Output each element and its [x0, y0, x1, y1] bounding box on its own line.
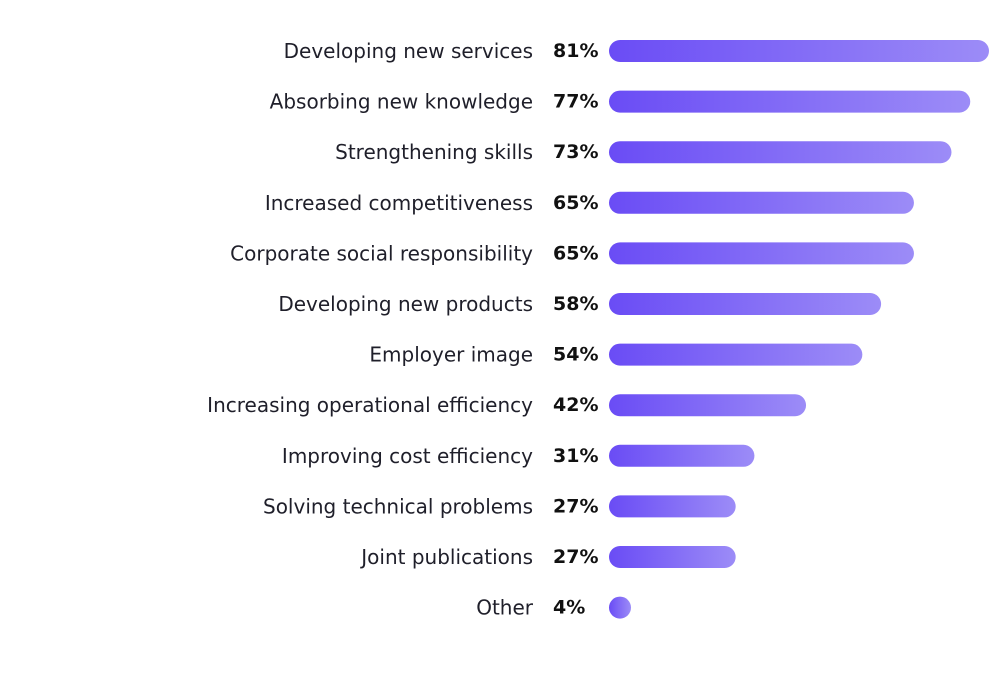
chart-rows: Developing new services 81% Absorbing new … — [207, 39, 989, 620]
category-label: Increased competitiveness — [265, 191, 533, 215]
bar — [609, 343, 863, 366]
value-label: 77% — [553, 91, 598, 113]
value-label: 27% — [553, 546, 598, 568]
bar — [609, 242, 914, 265]
category-label: Absorbing new knowledge — [270, 90, 533, 114]
bar — [609, 293, 882, 315]
category-label: Developing new products — [278, 292, 533, 316]
category-label: Strengthening skills — [335, 140, 533, 164]
category-label: Other — [476, 596, 534, 620]
category-label: Corporate social responsibility — [230, 241, 533, 265]
bar — [609, 141, 952, 164]
category-label: Increasing operational efficiency — [207, 393, 533, 417]
category-label: Solving technical problems — [263, 494, 533, 518]
bar — [609, 90, 971, 113]
bar — [609, 596, 631, 619]
category-label: Developing new services — [284, 39, 533, 63]
value-label: 42% — [553, 394, 598, 416]
value-label: 65% — [553, 242, 598, 264]
bar — [609, 546, 736, 568]
value-label: 31% — [553, 445, 598, 467]
category-label: Joint publications — [359, 545, 533, 569]
value-label: 58% — [553, 293, 598, 315]
value-label: 65% — [553, 192, 598, 214]
bar — [609, 444, 755, 467]
value-label: 54% — [553, 344, 598, 366]
category-label: Improving cost efficiency — [282, 444, 533, 468]
value-label: 4% — [553, 597, 585, 619]
value-label: 81% — [553, 40, 598, 62]
bar — [609, 40, 989, 62]
value-label: 73% — [553, 141, 598, 163]
bar — [609, 191, 914, 214]
bar — [609, 394, 807, 417]
category-label: Employer image — [369, 343, 533, 367]
value-label: 27% — [553, 495, 598, 517]
bar — [609, 495, 736, 518]
